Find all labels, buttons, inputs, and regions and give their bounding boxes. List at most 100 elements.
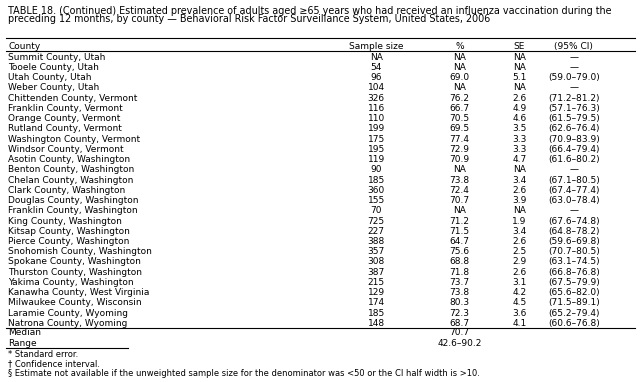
Text: (67.6–74.8): (67.6–74.8) <box>548 217 599 225</box>
Text: 116: 116 <box>368 104 385 113</box>
Text: NA: NA <box>453 63 466 72</box>
Text: 175: 175 <box>368 134 385 144</box>
Text: 185: 185 <box>368 176 385 185</box>
Text: Rutland County, Vermont: Rutland County, Vermont <box>8 125 122 133</box>
Text: (62.6–76.4): (62.6–76.4) <box>548 125 599 133</box>
Text: NA: NA <box>513 165 526 174</box>
Text: 73.8: 73.8 <box>449 176 470 185</box>
Text: 4.5: 4.5 <box>512 298 526 308</box>
Text: 4.7: 4.7 <box>512 155 526 164</box>
Text: NA: NA <box>370 53 383 62</box>
Text: 68.8: 68.8 <box>449 257 470 267</box>
Text: NA: NA <box>453 83 466 92</box>
Text: 54: 54 <box>370 63 382 72</box>
Text: —: — <box>569 83 578 92</box>
Text: 5.1: 5.1 <box>512 73 526 82</box>
Text: Orange County, Vermont: Orange County, Vermont <box>8 114 121 123</box>
Text: 70.5: 70.5 <box>449 114 470 123</box>
Text: Washington County, Vermont: Washington County, Vermont <box>8 134 140 144</box>
Text: 72.9: 72.9 <box>449 145 470 154</box>
Text: 4.6: 4.6 <box>512 114 526 123</box>
Text: 388: 388 <box>368 237 385 246</box>
Text: Asotin County, Washington: Asotin County, Washington <box>8 155 131 164</box>
Text: Summit County, Utah: Summit County, Utah <box>8 53 106 62</box>
Text: Chelan County, Washington: Chelan County, Washington <box>8 176 134 185</box>
Text: —: — <box>569 53 578 62</box>
Text: 80.3: 80.3 <box>449 298 470 308</box>
Text: Milwaukee County, Wisconsin: Milwaukee County, Wisconsin <box>8 298 142 308</box>
Text: County: County <box>8 42 40 52</box>
Text: NA: NA <box>453 165 466 174</box>
Text: 110: 110 <box>368 114 385 123</box>
Text: 3.1: 3.1 <box>512 278 526 287</box>
Text: 68.7: 68.7 <box>449 319 470 328</box>
Text: 70: 70 <box>370 206 382 215</box>
Text: 76.2: 76.2 <box>449 94 470 103</box>
Text: Franklin County, Washington: Franklin County, Washington <box>8 206 138 215</box>
Text: 3.3: 3.3 <box>512 145 526 154</box>
Text: 3.4: 3.4 <box>512 176 526 185</box>
Text: Kitsap County, Washington: Kitsap County, Washington <box>8 227 130 236</box>
Text: NA: NA <box>513 63 526 72</box>
Text: 71.2: 71.2 <box>449 217 470 225</box>
Text: 2.9: 2.9 <box>512 257 526 267</box>
Text: 2.6: 2.6 <box>512 237 526 246</box>
Text: 66.7: 66.7 <box>449 104 470 113</box>
Text: Laramie County, Wyoming: Laramie County, Wyoming <box>8 309 128 318</box>
Text: 69.5: 69.5 <box>449 125 470 133</box>
Text: 72.4: 72.4 <box>449 186 470 195</box>
Text: Pierce County, Washington: Pierce County, Washington <box>8 237 129 246</box>
Text: 64.7: 64.7 <box>449 237 470 246</box>
Text: Tooele County, Utah: Tooele County, Utah <box>8 63 99 72</box>
Text: (65.6–82.0): (65.6–82.0) <box>548 288 599 297</box>
Text: 215: 215 <box>368 278 385 287</box>
Text: 3.5: 3.5 <box>512 125 526 133</box>
Text: Franklin County, Vermont: Franklin County, Vermont <box>8 104 123 113</box>
Text: 1.9: 1.9 <box>512 217 526 225</box>
Text: —: — <box>569 165 578 174</box>
Text: 2.6: 2.6 <box>512 94 526 103</box>
Text: (71.2–81.2): (71.2–81.2) <box>548 94 599 103</box>
Text: 90: 90 <box>370 165 382 174</box>
Text: Douglas County, Washington: Douglas County, Washington <box>8 196 139 205</box>
Text: NA: NA <box>453 53 466 62</box>
Text: 326: 326 <box>368 94 385 103</box>
Text: 3.4: 3.4 <box>512 227 526 236</box>
Text: Thurston County, Washington: Thurston County, Washington <box>8 268 142 277</box>
Text: NA: NA <box>513 53 526 62</box>
Text: 2.6: 2.6 <box>512 268 526 277</box>
Text: 75.6: 75.6 <box>449 247 470 256</box>
Text: (95% CI): (95% CI) <box>554 42 593 52</box>
Text: (59.0–79.0): (59.0–79.0) <box>548 73 599 82</box>
Text: (59.6–69.8): (59.6–69.8) <box>548 237 599 246</box>
Text: 96: 96 <box>370 73 382 82</box>
Text: 174: 174 <box>368 298 385 308</box>
Text: 119: 119 <box>368 155 385 164</box>
Text: 77.4: 77.4 <box>449 134 470 144</box>
Text: 227: 227 <box>368 227 385 236</box>
Text: Utah County, Utah: Utah County, Utah <box>8 73 92 82</box>
Text: %: % <box>455 42 464 52</box>
Text: 3.9: 3.9 <box>512 196 526 205</box>
Text: 129: 129 <box>368 288 385 297</box>
Text: 155: 155 <box>368 196 385 205</box>
Text: (63.1–74.5): (63.1–74.5) <box>548 257 599 267</box>
Text: Clark County, Washington: Clark County, Washington <box>8 186 126 195</box>
Text: 104: 104 <box>368 83 385 92</box>
Text: preceding 12 months, by county — Behavioral Risk Factor Surveillance System, Uni: preceding 12 months, by county — Behavio… <box>8 14 490 24</box>
Text: (57.1–76.3): (57.1–76.3) <box>548 104 599 113</box>
Text: 3.3: 3.3 <box>512 134 526 144</box>
Text: 2.5: 2.5 <box>512 247 526 256</box>
Text: 42.6–90.2: 42.6–90.2 <box>437 338 482 348</box>
Text: 70.7: 70.7 <box>449 329 470 337</box>
Text: 148: 148 <box>368 319 385 328</box>
Text: § Estimate not available if the unweighted sample size for the denominator was <: § Estimate not available if the unweight… <box>8 369 480 377</box>
Text: SE: SE <box>513 42 525 52</box>
Text: (64.8–78.2): (64.8–78.2) <box>548 227 599 236</box>
Text: —: — <box>569 63 578 72</box>
Text: (61.5–79.5): (61.5–79.5) <box>548 114 599 123</box>
Text: 387: 387 <box>368 268 385 277</box>
Text: Range: Range <box>8 338 37 348</box>
Text: King County, Washington: King County, Washington <box>8 217 122 225</box>
Text: Windsor County, Vermont: Windsor County, Vermont <box>8 145 124 154</box>
